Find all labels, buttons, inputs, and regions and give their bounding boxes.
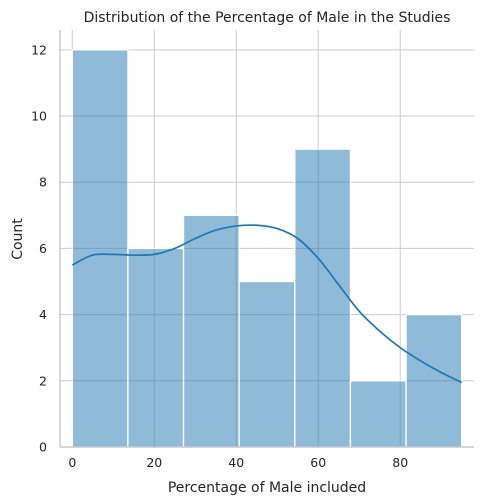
histogram-bars	[71, 49, 463, 448]
y-tick-label: 2	[39, 373, 47, 388]
histogram-bar	[71, 49, 129, 448]
y-tick-label: 8	[39, 175, 47, 190]
chart-title: Distribution of the Percentage of Male i…	[84, 10, 451, 26]
histogram-bar	[238, 280, 296, 448]
y-tick-label: 6	[39, 241, 47, 256]
histogram-bar	[182, 214, 240, 448]
x-tick-label: 20	[146, 455, 162, 470]
kde-curve	[71, 224, 463, 384]
x-tick-label: 60	[310, 455, 326, 470]
y-tick-labels: 0 2 4 6 8 10 12	[31, 42, 47, 454]
y-axis-label: Count	[10, 218, 26, 260]
y-tick-label: 12	[31, 42, 47, 57]
histogram-bar	[405, 313, 463, 448]
histogram-bar	[349, 380, 407, 448]
y-tick-label: 4	[39, 307, 47, 322]
y-tick-label: 10	[31, 109, 47, 124]
x-tick-labels: 0 20 40 60 80	[68, 455, 408, 470]
histogram-bar	[294, 148, 352, 448]
x-tick-label: 40	[228, 455, 244, 470]
axis-spines	[59, 30, 474, 448]
x-axis-label: Percentage of Male included	[168, 480, 366, 496]
x-tick-label: 80	[392, 455, 408, 470]
y-tick-label: 0	[39, 440, 47, 455]
histogram-bar	[127, 247, 185, 448]
x-tick-label: 0	[68, 455, 76, 470]
